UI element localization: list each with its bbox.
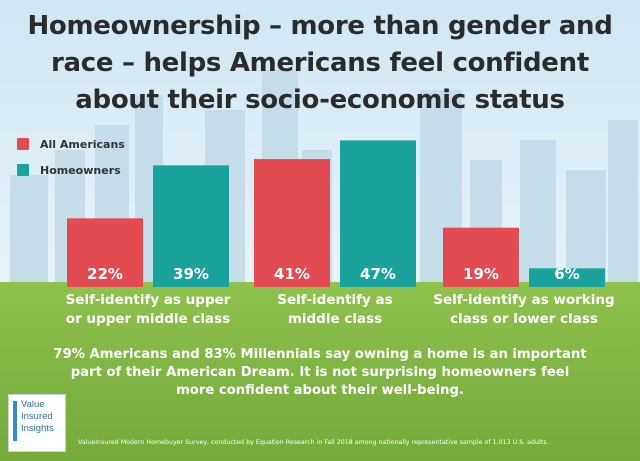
data-label-homeowners-3: 6% xyxy=(554,265,579,283)
data-label-homeowners-1: 39% xyxy=(173,265,209,283)
bar-chart: All Americans Homeowners 22% 41% 19% 39% 47%… xyxy=(17,138,615,327)
bar-all-americans-3 xyxy=(443,227,519,287)
source-footnote: ValueInsured Modern Homebuyer Survey, co… xyxy=(78,439,549,446)
bar-homeowners-3 xyxy=(529,268,605,287)
data-label-all-americans-1: 22% xyxy=(87,265,123,283)
category-labels: Self-identify as upper or upper middle cl… xyxy=(66,292,615,327)
logo-line-2: Insured xyxy=(21,411,53,422)
legend-label-all-americans: All Americans xyxy=(40,138,125,151)
logo-bar-icon xyxy=(13,401,17,441)
grass-background xyxy=(0,282,640,461)
bar-all-americans-2 xyxy=(254,159,330,287)
legend-label-homeowners: Homeowners xyxy=(40,164,121,177)
chart-title: Homeownership – more than gender and rac… xyxy=(27,11,613,115)
data-label-all-americans-2: 41% xyxy=(274,265,310,283)
category-label-1-line-1: Self-identify as upper xyxy=(66,292,231,308)
legend-swatch-homeowners xyxy=(17,164,29,176)
category-label-1-line-2: or upper middle class xyxy=(66,311,230,327)
bars-group: 22% 41% 19% 39% 47% 6% xyxy=(67,140,605,287)
category-label-3-line-1: Self-identify as working xyxy=(433,292,614,308)
legend-item-all-americans: All Americans xyxy=(17,138,125,151)
bar-homeowners-2 xyxy=(340,140,416,287)
bar-all-americans-1 xyxy=(67,218,143,287)
category-label-2-line-2: middle class xyxy=(288,311,382,327)
summary-note: 79% Americans and 83% Millennials say ow… xyxy=(53,347,587,398)
legend: All Americans Homeowners xyxy=(17,138,125,177)
legend-item-homeowners: Homeowners xyxy=(17,164,121,177)
bar-homeowners-1 xyxy=(153,165,229,287)
data-label-all-americans-3: 19% xyxy=(463,265,499,283)
category-label-3-line-2: class or lower class xyxy=(450,311,598,327)
category-label-2-line-1: Self-identify as xyxy=(277,292,392,308)
logo-line-3: Insights xyxy=(21,423,54,434)
legend-swatch-all-americans xyxy=(17,138,29,150)
valueinsured-logo: Value Insured Insights xyxy=(8,394,66,452)
logo-line-1: Value xyxy=(21,399,45,410)
data-label-homeowners-2: 47% xyxy=(360,265,396,283)
